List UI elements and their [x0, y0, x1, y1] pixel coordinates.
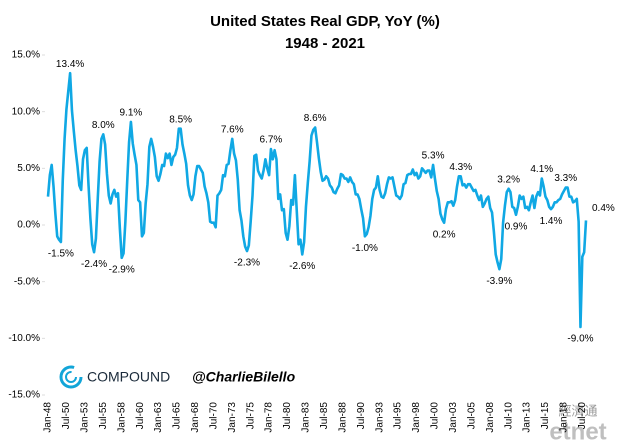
data-label: 6.7%	[260, 135, 283, 146]
y-tick-label: 5.0%	[17, 163, 40, 174]
x-tick-label: Jan-13	[522, 402, 533, 433]
x-tick-label: Jul-50	[61, 402, 72, 430]
y-tick-label: 0.0%	[17, 220, 40, 231]
data-label: 0.4%	[592, 203, 615, 214]
x-tick-label: Jul-00	[430, 402, 441, 430]
x-tick-label: Jan-68	[190, 402, 201, 433]
x-tick-label: Jul-80	[282, 402, 293, 430]
data-label: 4.3%	[449, 162, 472, 173]
x-tick-label: Jan-58	[116, 402, 127, 433]
y-tick-label: -15.0%	[8, 390, 40, 401]
logo	[59, 365, 83, 389]
logo-ring-inner	[65, 371, 77, 383]
x-tick-label: Jan-53	[79, 402, 90, 433]
y-tick-label: -10.0%	[8, 333, 40, 344]
x-tick-label: Jan-78	[264, 402, 275, 433]
data-label: 1.4%	[540, 216, 563, 227]
data-label: 9.1%	[120, 108, 143, 119]
x-tick-label: Jul-10	[503, 402, 514, 430]
x-tick-label: Jul-65	[172, 402, 183, 430]
x-tick-label: Jul-20	[577, 402, 588, 430]
data-label: 4.1%	[530, 164, 553, 175]
data-label: 8.0%	[92, 120, 115, 131]
x-tick-label: Jul-55	[98, 402, 109, 430]
x-tick-label: Jan-73	[227, 402, 238, 433]
data-label: -2.9%	[109, 265, 135, 276]
data-label: 8.5%	[169, 114, 192, 125]
x-tick-label: Jul-05	[466, 402, 477, 430]
chart-subtitle: 1948 - 2021	[285, 35, 365, 52]
x-tick-label: Jul-15	[540, 402, 551, 430]
brand-name: COMPOUND	[87, 369, 170, 385]
data-label: -1.0%	[352, 243, 378, 254]
x-tick-label: Jan-98	[411, 402, 422, 433]
chart-title: United States Real GDP, YoY (%)	[210, 13, 440, 30]
data-label: -2.6%	[289, 261, 315, 272]
y-tick-label: -5.0%	[14, 276, 40, 287]
x-tick-label: Jul-85	[319, 402, 330, 430]
data-label: 13.4%	[56, 59, 84, 70]
x-tick-label: Jan-48	[43, 402, 54, 433]
data-label: 7.6%	[221, 125, 244, 136]
x-tick-label: Jan-93	[374, 402, 385, 433]
data-label: -3.9%	[486, 276, 512, 287]
x-tick-label: Jul-60	[135, 402, 146, 430]
watermark: etnet	[549, 418, 606, 445]
watermark-cn: 經濟通	[558, 403, 597, 418]
data-label: 8.6%	[304, 113, 327, 124]
data-label: 5.3%	[422, 151, 445, 162]
x-tick-label: Jul-90	[356, 402, 367, 430]
brand-handle: @CharlieBilello	[192, 369, 296, 385]
x-tick-label: Jan-88	[337, 402, 348, 433]
x-tick-label: Jan-18	[559, 402, 570, 433]
gdp-line	[46, 71, 588, 329]
data-label: -1.5%	[48, 249, 74, 260]
logo-ring	[59, 365, 83, 389]
data-label: 3.3%	[554, 173, 577, 184]
data-label: -2.4%	[81, 259, 107, 270]
data-label: -9.0%	[567, 334, 593, 345]
data-label: -2.3%	[234, 258, 260, 269]
y-tick-label: 10.0%	[12, 106, 40, 117]
x-tick-label: Jul-75	[245, 402, 256, 430]
x-tick-label: Jan-63	[153, 402, 164, 433]
x-tick-label: Jul-95	[393, 402, 404, 430]
x-tick-label: Jul-70	[208, 402, 219, 430]
y-tick-label: 15.0%	[12, 50, 40, 61]
x-tick-label: Jan-03	[448, 402, 459, 433]
data-label: 0.2%	[433, 229, 456, 240]
x-tick-label: Jan-83	[301, 402, 312, 433]
data-label: 3.2%	[497, 174, 520, 185]
data-label: 0.9%	[505, 221, 528, 232]
x-tick-label: Jan-08	[485, 402, 496, 433]
